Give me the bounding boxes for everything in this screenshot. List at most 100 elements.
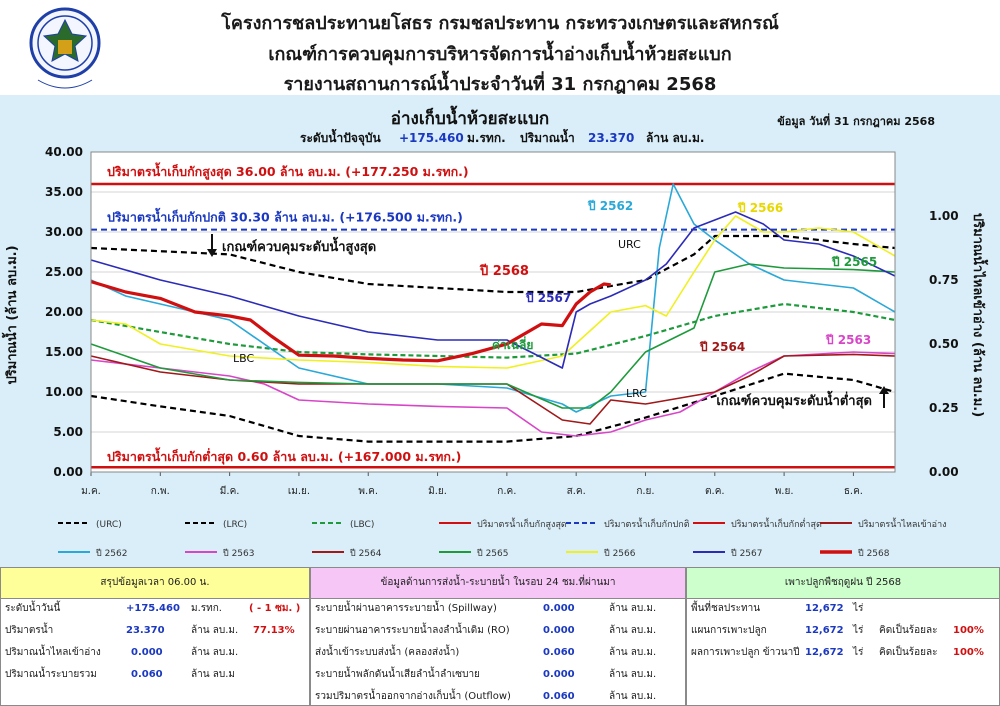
series-line [90, 215, 896, 369]
legend-label: ปริมาตรน้ำเก็บกักปกติ [604, 517, 690, 530]
row-unit: ไร่ [853, 625, 864, 636]
legend-label: ปี 2565 [477, 548, 509, 559]
summary-row-level: ระดับน้ำวันนี้ +175.460 ม.รทก. ( - 1 ซม.… [1, 598, 309, 620]
series-annotation: ปี 2562 [587, 199, 633, 213]
x-tick-label: ม.ค. [81, 486, 101, 497]
x-tick-label: มี.ค. [220, 485, 240, 497]
reservoir-chart: ปริมาตรน้ำเก็บกักสูงสุด 36.00 ล้าน ลบ.ม.… [1, 105, 989, 559]
x-tick-label: ต.ค. [705, 486, 725, 497]
row-value: 0.060 [543, 691, 575, 702]
row-percent: 100% [953, 625, 984, 636]
row-label: ส่งน้ำเข้าระบบส่งน้ำ (คลองส่งน้ำ) [315, 647, 460, 658]
legend-label: ปี 2564 [350, 548, 382, 559]
y-tick-label: 0.00 [53, 465, 83, 479]
legend-label: ปี 2566 [604, 548, 636, 559]
row-value: 0.000 [543, 625, 575, 636]
series-annotation: ปี 2567 [525, 291, 571, 305]
y-axis-label: ปริมาณน้ำ (ล้าน ลบ.ม.) [1, 245, 20, 384]
row-value: 0.060 [131, 669, 163, 680]
series-line [90, 280, 611, 363]
row-unit: ไร่ [853, 603, 864, 614]
row-unit: ล้าน ลบ.ม. [609, 625, 657, 636]
summary-row-volume: ปริมาตรน้ำ 23.370 ล้าน ลบ.ม. 77.13% [1, 620, 309, 642]
data-date: ข้อมูล วันที่ 31 กรกฎาคม 2568 [777, 113, 935, 129]
series-annotation: ปี 2566 [737, 201, 783, 215]
x-tick-label: ก.ย. [636, 486, 654, 497]
y-tick-label: 35.00 [45, 185, 83, 199]
summary-middle-panel: ข้อมูลด้านการส่งน้ำ-ระบายน้ำ ในรอบ 24 ชม… [310, 567, 686, 706]
legend-label: ปริมาตรน้ำไหลเข้าอ่าง [858, 517, 947, 530]
summary-left-title: สรุปข้อมูลเวลา 06.00 น. [1, 568, 309, 599]
row-label: แผนการเพาะปลูก [691, 625, 767, 636]
legend-label: (LRC) [223, 520, 247, 530]
x-tick-label: พ.ค. [358, 486, 378, 497]
row-unit: ล้าน ลบ.ม. [609, 669, 657, 680]
series-annotation: ปี 2568 [479, 263, 529, 279]
series-annotation: เกณฑ์ควบคุมระดับน้ำต่ำสุด [716, 390, 872, 409]
summary-row-release: ปริมาณน้ำระบายรวม 0.060 ล้าน ลบ.ม [1, 664, 309, 686]
reference-line-label: ปริมาตรน้ำเก็บกักต่ำสุด 0.60 ล้าน ลบ.ม. … [107, 447, 461, 465]
row-unit: ล้าน ลบ.ม. [191, 647, 239, 658]
series-annotation: เกณฑ์ควบคุมระดับน้ำสูงสุด [222, 236, 376, 255]
arrow-up-icon [879, 386, 889, 394]
row-note: คิดเป็นร้อยละ [879, 647, 938, 658]
y2-tick-label: 0.50 [929, 337, 959, 351]
series-annotation: URC [618, 238, 641, 251]
report-header: โครงการชลประทานยโสธร กรมชลประทาน กระทรวง… [0, 0, 1000, 95]
row-value: 12,672 [805, 647, 844, 658]
row-label: ปริมาณน้ำระบายรวม [5, 669, 97, 680]
legend-label: (LBC) [350, 520, 374, 530]
series-line [90, 351, 896, 437]
chart-title: อ่างเก็บน้ำห้วยสะแบก [391, 105, 549, 129]
series-annotation: ปี 2563 [825, 333, 871, 347]
legend-label: ปี 2567 [731, 548, 763, 559]
row-value: 0.000 [543, 669, 575, 680]
y-tick-label: 30.00 [45, 225, 83, 239]
summary-row-inflow: ปริมาณน้ำไหลเข้าอ่าง 0.000 ล้าน ลบ.ม. [1, 642, 309, 664]
row-unit: ม.รทก. [191, 603, 222, 614]
row-value: +175.460 [126, 603, 180, 614]
x-tick-label: ก.พ. [151, 486, 170, 497]
series-line [90, 211, 896, 369]
y-tick-label: 20.00 [45, 305, 83, 319]
x-tick-label: มิ.ย. [428, 486, 447, 497]
summary-right-title: เพาะปลูกพืชฤดูฝน ปี 2568 [687, 568, 999, 599]
series-annotation: LBC [233, 352, 254, 365]
series-line [90, 263, 896, 409]
row-label: ระดับน้ำวันนี้ [5, 603, 61, 614]
row-unit: ล้าน ลบ.ม. [609, 647, 657, 658]
reference-line-label: ปริมาตรน้ำเก็บกักสูงสุด 36.00 ล้าน ลบ.ม.… [107, 162, 469, 180]
y-tick-label: 40.00 [45, 145, 83, 159]
series-line [90, 183, 896, 413]
y-tick-label: 10.00 [45, 385, 83, 399]
x-tick-label: ธ.ค. [844, 486, 863, 497]
series-annotation: ปี 2565 [831, 255, 877, 269]
row-label: ระบายน้ำผ่านอาคารระบายน้ำ (Spillway) [315, 603, 497, 614]
release-row-canal: ส่งน้ำเข้าระบบส่งน้ำ (คลองส่งน้ำ) 0.060 … [311, 642, 685, 664]
crop-row-result: ผลการเพาะปลูก ข้าวนาปี 12,672 ไร่ คิดเป็… [687, 642, 999, 664]
row-extra: ( - 1 ซม. ) [249, 603, 301, 614]
y2-tick-label: 0.25 [929, 401, 959, 415]
row-label: ปริมาตรน้ำ [5, 625, 54, 636]
row-unit: ไร่ [853, 647, 864, 658]
report-title-line2: เกณฑ์การควบคุมการบริหารจัดการน้ำอ่างเก็บ… [268, 44, 732, 65]
row-unit: ล้าน ลบ.ม. [609, 603, 657, 614]
row-unit: ล้าน ลบ.ม. [191, 625, 239, 636]
row-label: ระบายน้ำพลักดันน้ำเสียลำน้ำลำเซบาย [315, 669, 480, 680]
series-annotation: LRC [626, 387, 647, 400]
legend-label: ปี 2568 [858, 548, 890, 559]
chart-subtitle-vol-unit: ล้าน ลบ.ม. [646, 131, 704, 145]
row-note: คิดเป็นร้อยละ [879, 625, 938, 636]
series-line [90, 302, 896, 359]
y2-tick-label: 1.00 [929, 209, 959, 223]
row-unit: ล้าน ลบ.ม. [609, 691, 657, 702]
series-annotation: ค่าเฉลี่ย [492, 336, 533, 352]
y-tick-label: 5.00 [53, 425, 83, 439]
x-tick-label: ส.ค. [567, 486, 586, 497]
chart-subtitle-vol-prefix: ปริมาณน้ำ [520, 128, 575, 145]
summary-right-panel: เพาะปลูกพืชฤดูฝน ปี 2568 พื้นที่ชลประทาน… [686, 567, 1000, 706]
report-title-line3: รายงานสถานการณ์น้ำประจำวันที่ 31 กรกฎาคม… [283, 74, 717, 95]
chart-panel: ปริมาตรน้ำเก็บกักสูงสุด 36.00 ล้าน ลบ.ม.… [0, 95, 1000, 567]
release-row-flush: ระบายน้ำพลักดันน้ำเสียลำน้ำลำเซบาย 0.000… [311, 664, 685, 686]
row-value: 0.000 [131, 647, 163, 658]
